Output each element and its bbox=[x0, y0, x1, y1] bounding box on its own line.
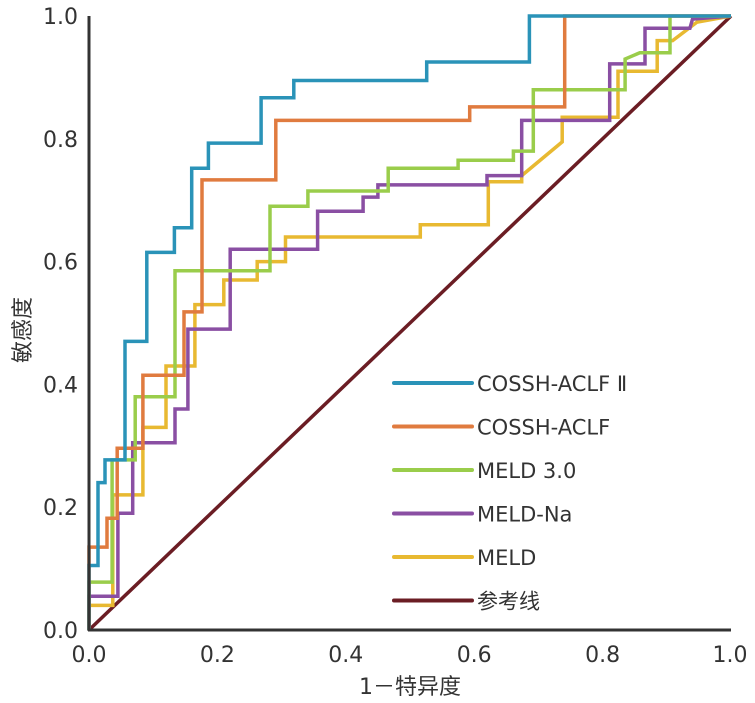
y-tick-label: 1.0 bbox=[43, 5, 78, 30]
legend-label: MELD 3.0 bbox=[477, 459, 576, 483]
x-tick-label: 0.4 bbox=[328, 643, 363, 668]
y-tick-label: 0.2 bbox=[43, 496, 78, 521]
series-line-meld-na bbox=[87, 14, 732, 630]
legend-item: COSSH-ACLF Ⅱ bbox=[392, 372, 627, 396]
legend-item: COSSH-ACLF bbox=[392, 416, 610, 440]
y-tick-label: 0.0 bbox=[43, 619, 78, 644]
legend-item: 参考线 bbox=[392, 590, 540, 614]
series-line-reference bbox=[87, 14, 733, 632]
legend-item: MELD bbox=[392, 546, 536, 570]
y-tick-label: 0.8 bbox=[43, 128, 78, 153]
y-tick-label: 0.6 bbox=[43, 251, 78, 276]
legend-item: MELD 3.0 bbox=[392, 459, 576, 483]
x-tick-labels: 0.0 0.2 0.4 0.6 0.8 1.0 bbox=[72, 643, 748, 668]
legend-label: COSSH-ACLF Ⅱ bbox=[477, 372, 627, 396]
legend: COSSH-ACLF Ⅱ COSSH-ACLF MELD 3.0 MELD-Na MEL… bbox=[392, 372, 627, 614]
legend-label: MELD-Na bbox=[477, 503, 572, 527]
x-tick-label: 0.0 bbox=[72, 643, 107, 668]
legend-label: COSSH-ACLF bbox=[477, 416, 610, 440]
x-axis-title: 1－特异度 bbox=[359, 675, 461, 700]
y-axis-title: 敏感度 bbox=[11, 297, 36, 363]
y-tick-label: 0.4 bbox=[43, 373, 78, 398]
x-tick-label: 0.8 bbox=[585, 643, 620, 668]
legend-label: 参考线 bbox=[477, 590, 540, 614]
x-tick-label: 0.6 bbox=[457, 643, 492, 668]
y-tick-labels: 0.0 0.2 0.4 0.6 0.8 1.0 bbox=[43, 5, 78, 644]
x-tick-label: 1.0 bbox=[713, 643, 748, 668]
series-layer bbox=[87, 14, 733, 632]
legend-item: MELD-Na bbox=[392, 503, 572, 527]
x-tick-label: 0.2 bbox=[200, 643, 235, 668]
series-line-cossh-aclf bbox=[87, 14, 731, 630]
series-line-cossh-aclf bbox=[87, 14, 731, 630]
legend-label: MELD bbox=[477, 546, 536, 570]
